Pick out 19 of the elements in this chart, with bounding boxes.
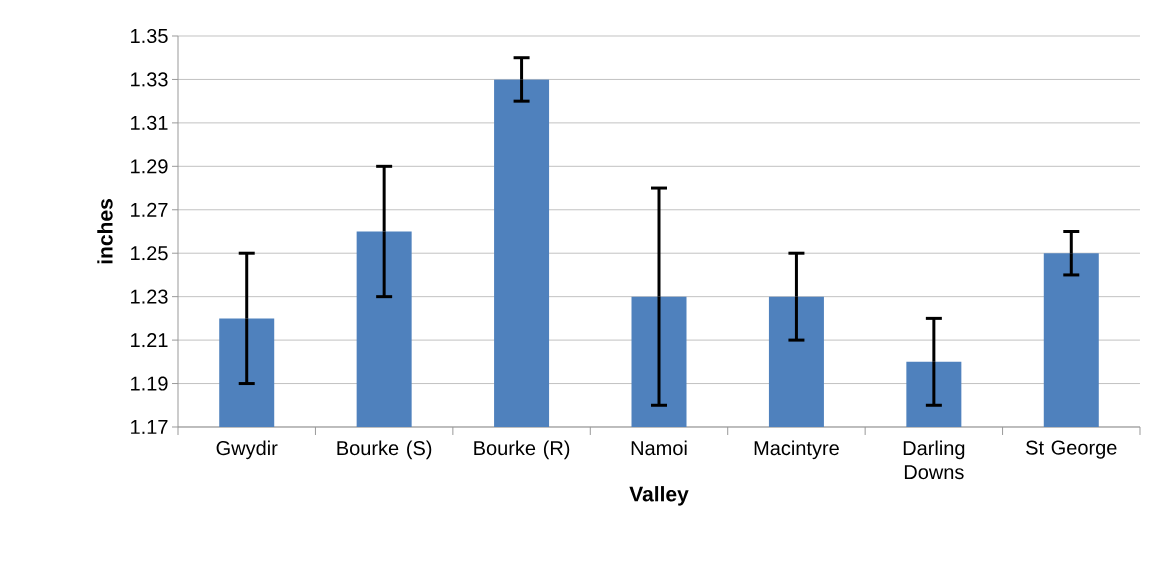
- y-tick-label: 1.21: [131, 333, 168, 348]
- y-tick-label: 1.25: [131, 246, 168, 261]
- y-tick-label: 1.17: [131, 420, 168, 434]
- x-tick-label: Namoi: [631, 440, 687, 456]
- x-axis-title: Valley: [629, 486, 689, 506]
- x-tick-label: Gwydir: [216, 440, 278, 460]
- y-tick-label: 1.31: [131, 115, 168, 130]
- y-tick-label: 1.35: [131, 28, 168, 44]
- y-tick-label: 1.29: [131, 159, 168, 174]
- y-tick-label: 1.19: [131, 376, 168, 391]
- x-tick-label: Darling Downs: [903, 440, 965, 480]
- y-axis-title: inches: [97, 199, 113, 264]
- y-tick-label: 1.27: [131, 202, 168, 217]
- x-tick-label: St George: [1026, 440, 1117, 459]
- x-tick-label: Bourke (R): [474, 440, 570, 460]
- y-tick-label: 1.33: [131, 72, 168, 87]
- x-tick-label: Bourke (S): [337, 440, 432, 460]
- y-tick-label: 1.23: [131, 289, 168, 304]
- x-tick-label: Macintyre: [754, 440, 839, 460]
